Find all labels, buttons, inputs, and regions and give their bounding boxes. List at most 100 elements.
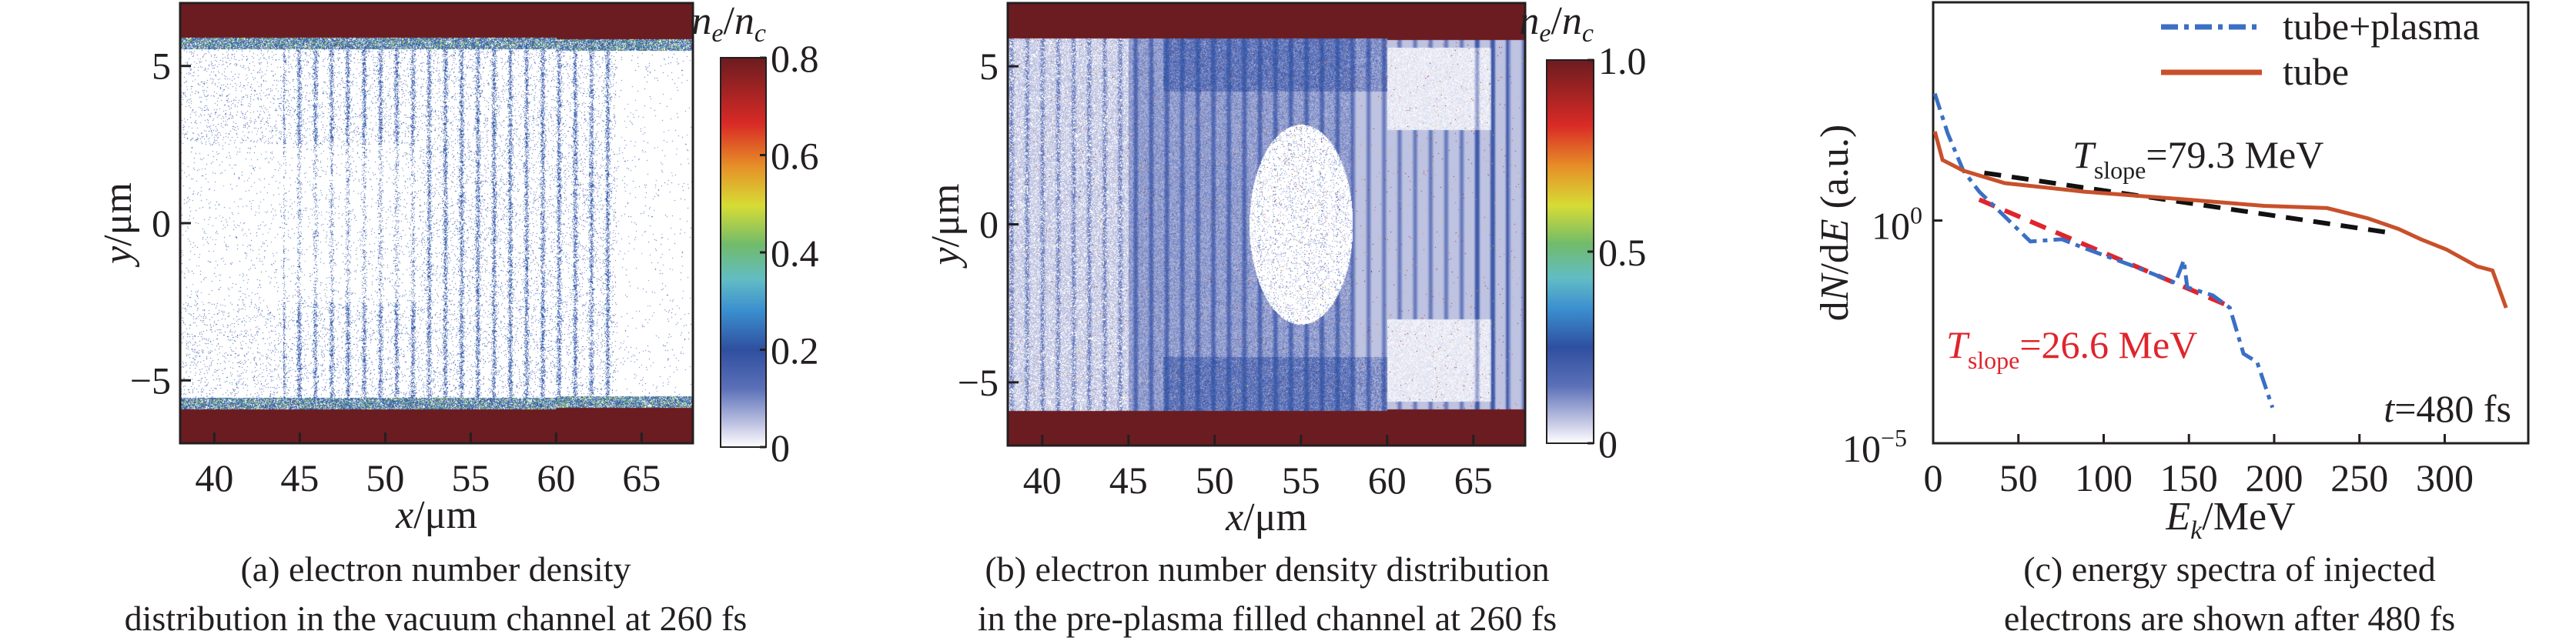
y-tick-label: 100: [1872, 202, 1922, 248]
x-tick-label: 40: [1023, 459, 1062, 502]
annotation-t-slope-plasma-part: slope: [1968, 346, 2020, 374]
colorbar-label: ne/nc: [691, 0, 766, 48]
colorbar-label-part: e: [711, 19, 723, 48]
colorbar-tick-label: 0.6: [771, 135, 819, 178]
annotation-t-slope-tube-part: =79.3 MeV: [2146, 133, 2323, 176]
x-tick-label: 50: [366, 456, 404, 499]
caption-line: in the pre-plasma filled channel at 260 …: [978, 599, 1557, 638]
y-axis-label: y/μm: [924, 184, 968, 269]
heatmap-b: [1008, 3, 1525, 446]
colorbar-label-part: c: [1582, 19, 1594, 48]
annotation-t-slope-plasma: Tslope=26.6 MeV: [1946, 323, 2197, 374]
caption-line: (a) electron number density: [240, 549, 631, 589]
x-tick-label: 60: [537, 456, 575, 499]
x-tick-label: 300: [2416, 456, 2474, 499]
y-tick-label: 0: [152, 202, 171, 245]
x-axis-label-part: x: [395, 493, 413, 537]
x-tick-label: 55: [1282, 459, 1320, 502]
caption-line: electrons are shown after 480 fs: [2004, 599, 2455, 638]
colorbar-tick-label: 0.8: [771, 37, 819, 80]
series-tube-plasma: [1932, 92, 2275, 409]
heatmap-a: [180, 3, 693, 443]
annotation-t-slope-plasma-part: =26.6 MeV: [2019, 323, 2197, 366]
y-tick-label-part: 10: [1842, 427, 1881, 470]
x-tick-label: 65: [1454, 459, 1493, 502]
colorbar: [720, 57, 767, 448]
annotation-time-part: =480 fs: [2394, 387, 2511, 430]
colorbar-label: ne/nc: [1519, 0, 1594, 48]
x-tick-label: 0: [1924, 456, 1943, 499]
x-axis-label: x/μm: [1225, 496, 1307, 539]
y-axis-label-part: /μm: [96, 182, 140, 246]
y-tick-label: 5: [979, 45, 999, 88]
y-axis-label-part: (a.u.): [1813, 125, 1857, 219]
panel-c: 0 50 100 150 200 250 30010010−5tube+plasmatube…: [1813, 1, 2530, 638]
colorbar-label-part: n: [734, 0, 754, 43]
legend-label: tube+plasma: [2283, 5, 2480, 48]
caption-line: (c) energy spectra of injected: [2023, 549, 2436, 589]
x-axis-label: Ek/MeV: [2165, 495, 2295, 545]
annotation-t-slope-plasma-part: T: [1946, 323, 1970, 366]
colorbar-tick-label: 0.4: [771, 232, 819, 275]
x-axis-label-part: /μm: [1243, 496, 1307, 539]
colorbar-tick-label: 0: [771, 426, 790, 469]
x-tick-label: 40: [195, 456, 233, 499]
x-tick-label: 50: [1999, 456, 2038, 499]
y-axis-label-part: /μm: [924, 184, 968, 248]
plot-frame: [1932, 1, 2530, 445]
y-axis-label-part: y: [96, 245, 140, 268]
colorbar-tick-label: 0: [1598, 422, 1618, 466]
y-tick-label: 10−5: [1842, 424, 1907, 470]
colorbar-label-part: /: [1551, 0, 1562, 43]
y-tick-label: 5: [152, 45, 171, 88]
colorbar-tick-label: 0.2: [771, 329, 819, 372]
annotation-t-slope-tube-part: slope: [2094, 156, 2146, 184]
y-axis-label-part: d: [1813, 301, 1857, 321]
annotation-t-slope-tube: Tslope=79.3 MeV: [2073, 133, 2323, 184]
fit-line-tube-plasma: [1978, 197, 2234, 310]
x-tick-label: 150: [2160, 456, 2218, 499]
colorbar-label-part: /: [723, 0, 734, 43]
colorbar-label-part: n: [691, 0, 711, 43]
annotation-time-part: t: [2384, 387, 2395, 430]
x-tick-label: 50: [1196, 459, 1234, 502]
y-axis-label: y/μm: [96, 182, 140, 268]
y-tick-label-part: 10: [1872, 205, 1910, 248]
y-axis-label-part: y: [924, 246, 968, 269]
y-axis-label: dN/dE (a.u.): [1813, 125, 1857, 322]
annotation-time: t=480 fs: [2384, 387, 2511, 430]
y-tick-label: 0: [979, 203, 999, 246]
x-tick-label: 100: [2075, 456, 2133, 499]
colorbar-label-part: e: [1539, 19, 1551, 48]
series-tube: [1932, 131, 2508, 309]
colorbar: [1546, 59, 1594, 444]
x-axis-label-part: x: [1225, 496, 1243, 539]
x-axis-label-part: E: [2165, 495, 2190, 539]
caption-line: (b) electron number density distribution: [985, 549, 1549, 589]
annotation-t-slope-tube-part: T: [2073, 133, 2096, 176]
plot-frame: [179, 2, 694, 445]
x-axis-label-part: /μm: [413, 493, 477, 537]
y-tick-label-part: 0: [1910, 202, 1922, 229]
colorbar-label-part: n: [1519, 0, 1539, 43]
x-tick-label: 45: [1109, 459, 1148, 502]
x-tick-label: 65: [622, 456, 661, 499]
x-tick-label: 60: [1368, 459, 1407, 502]
panel-a: 40 45 50 55 60 6550−5x/μmy/μm00.20.40.60.8ne/…: [96, 0, 819, 638]
y-axis-label-part: /d: [1813, 243, 1857, 274]
panel-b: 40 45 50 55 60 6550−5x/μmy/μm00.51.0ne/nc(b) …: [924, 0, 1647, 638]
x-axis-label-part: k: [2190, 516, 2203, 545]
colorbar-label-part: c: [754, 19, 766, 48]
legend-label: tube: [2283, 50, 2349, 93]
y-tick-label: −5: [958, 361, 999, 404]
y-axis-label-part: N: [1813, 272, 1857, 302]
y-tick-label: −5: [130, 359, 171, 402]
x-axis-label-part: /MeV: [2202, 495, 2295, 539]
colorbar-tick-label: 1.0: [1598, 39, 1647, 82]
x-tick-label: 45: [280, 456, 319, 499]
colorbar-tick-label: 0.5: [1598, 231, 1647, 274]
x-tick-label: 55: [451, 456, 490, 499]
y-tick-label-part: −5: [1881, 424, 1907, 452]
